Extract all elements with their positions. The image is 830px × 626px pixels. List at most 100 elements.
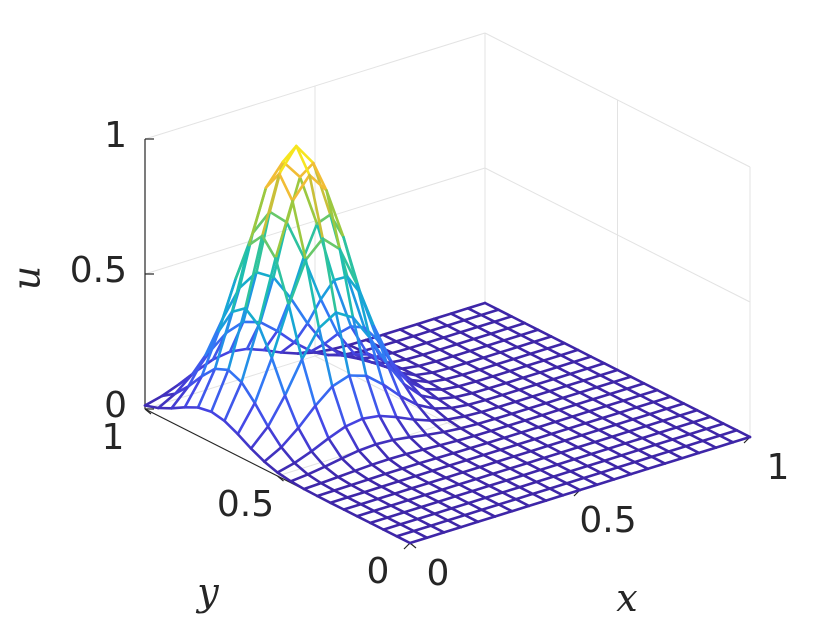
mesh-line-x — [467, 496, 487, 505]
mesh-line-x — [419, 394, 440, 401]
mesh-line-y — [428, 329, 445, 339]
mesh-line-y — [563, 439, 580, 449]
mesh-line-x — [661, 414, 682, 423]
mesh-line-y — [432, 407, 449, 421]
mesh-line-y — [432, 317, 449, 327]
mesh-line-x — [419, 500, 440, 509]
mesh-line-y — [567, 427, 584, 437]
mesh-line-x — [368, 336, 389, 365]
mesh-line-x — [466, 301, 487, 310]
mesh-line-x — [417, 360, 438, 368]
mesh-line-x — [457, 477, 478, 486]
mesh-line-y — [427, 481, 444, 492]
mesh-line-x — [463, 508, 484, 517]
mesh-line-y — [230, 306, 247, 314]
mesh-line-y — [568, 372, 585, 382]
mesh-line-x — [457, 380, 478, 388]
mesh-line-x — [412, 418, 432, 422]
mesh-line-y — [270, 356, 287, 397]
mesh-line-y — [317, 326, 334, 388]
mesh-line-x — [680, 451, 701, 460]
mesh-line-x — [289, 473, 310, 483]
mesh-line-y — [266, 425, 283, 449]
mesh-line-x — [635, 400, 655, 409]
mesh-line-x — [400, 461, 421, 470]
mesh-line-x — [606, 442, 627, 451]
mesh-line-y — [514, 497, 531, 508]
mesh-line-y — [548, 487, 565, 497]
mesh-line-y — [465, 458, 482, 469]
mesh-line-y — [635, 406, 652, 416]
mesh-line-x — [451, 349, 472, 358]
mesh-line-x — [466, 398, 487, 407]
mesh-line-y — [508, 467, 525, 477]
mesh-line-x — [408, 341, 428, 350]
mesh-line-x — [196, 367, 217, 409]
mesh-line-x — [293, 449, 313, 465]
mesh-line-x — [519, 328, 540, 337]
mesh-line-y — [381, 333, 398, 343]
y-tick-label: 0 — [367, 551, 390, 592]
mesh-line-x — [404, 353, 425, 361]
mesh-line-x — [565, 379, 585, 388]
mesh-line-y — [474, 477, 491, 488]
mesh-line-x — [395, 529, 416, 538]
mesh-line-x — [410, 481, 431, 490]
mesh-line-y — [372, 509, 389, 519]
mesh-line-x — [491, 467, 512, 476]
mesh-line-x — [283, 357, 304, 397]
mesh-line-y — [370, 463, 387, 476]
mesh-line-y — [236, 432, 253, 450]
mesh-line-x — [514, 492, 535, 501]
mesh-line-x — [143, 394, 164, 407]
mesh-line-y — [536, 328, 553, 338]
mesh-line-x — [623, 436, 644, 445]
mesh-line-x — [612, 472, 633, 481]
mesh-line-y — [595, 385, 612, 396]
mesh-line-y — [565, 384, 582, 394]
mesh-line-y — [340, 457, 357, 473]
mesh-line-x — [446, 513, 467, 522]
mesh-line-y — [431, 469, 448, 480]
mesh-line-y — [342, 235, 359, 286]
mesh-line-y — [574, 403, 591, 413]
mesh-line-y — [638, 394, 655, 404]
mesh-line-y — [593, 440, 610, 451]
mesh-line-y — [625, 387, 642, 397]
mesh-line-y — [289, 479, 306, 491]
mesh-line-x — [442, 426, 463, 434]
mesh-line-y — [640, 436, 657, 447]
mesh-line-y — [536, 425, 553, 436]
mesh-line-y — [349, 483, 366, 494]
mesh-line-x — [597, 423, 618, 432]
mesh-line-x — [500, 388, 521, 397]
mesh-line-y — [691, 420, 708, 431]
y-axis-label: y — [195, 570, 219, 614]
mesh-line-x — [444, 471, 465, 480]
mesh-line-y — [544, 401, 561, 412]
mesh-line-x — [423, 488, 444, 497]
mesh-line-y — [463, 414, 480, 426]
mesh-line-x — [376, 492, 397, 501]
mesh-line-x — [317, 311, 338, 330]
mesh-line-x — [514, 395, 534, 404]
mesh-surface — [143, 144, 752, 545]
mesh-line-y — [684, 444, 701, 455]
mesh-line-x — [414, 469, 434, 478]
mesh-line-y — [398, 394, 415, 421]
mesh-line-y — [682, 402, 699, 412]
mesh-line-x — [487, 381, 508, 390]
x-tick-mark — [403, 542, 411, 550]
mesh-line-y — [525, 364, 542, 374]
mesh-line-x — [515, 340, 536, 349]
mesh-line-x — [361, 414, 381, 421]
mesh-line-x — [476, 320, 496, 329]
mesh-line-x — [589, 447, 610, 456]
mesh-line-x — [294, 144, 315, 165]
mesh-line-x — [391, 346, 411, 355]
mesh-line-x — [610, 430, 631, 439]
mesh-line-x — [408, 433, 429, 439]
mesh-line-x — [587, 404, 608, 413]
mesh-line-y — [260, 234, 277, 260]
mesh-line-x — [438, 342, 459, 351]
